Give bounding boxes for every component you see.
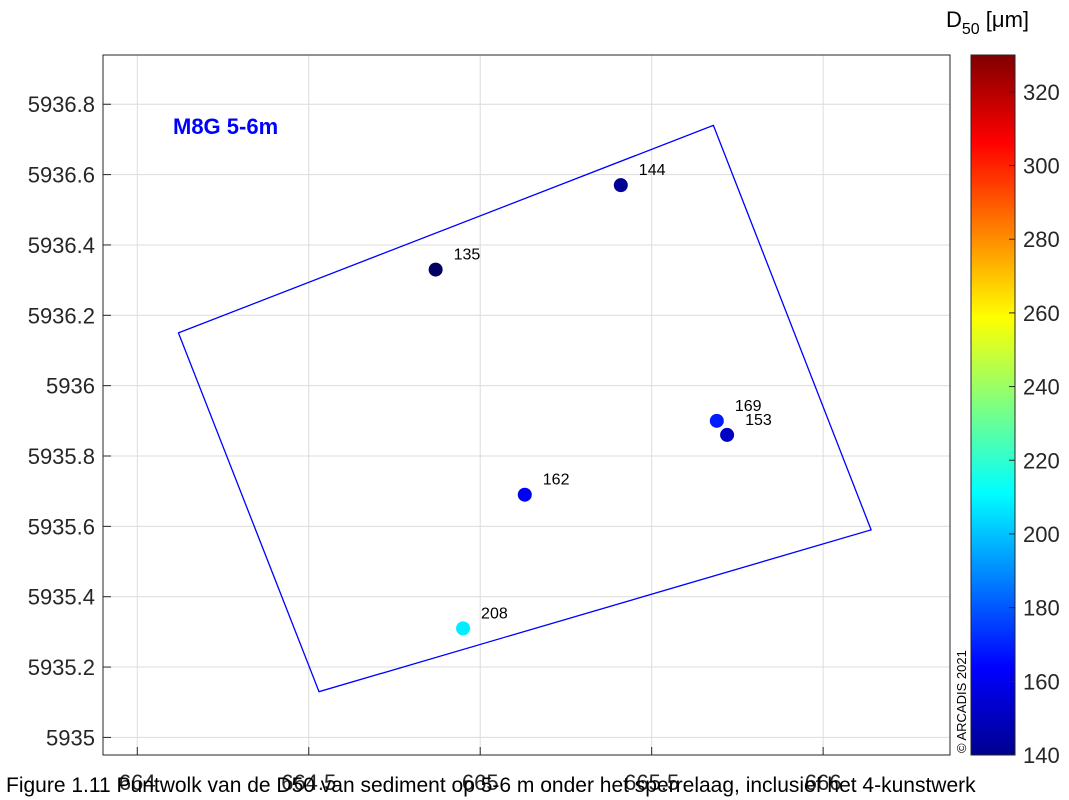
- colorbar-tick-label: 160: [1023, 669, 1060, 694]
- colorbar-label-main: D: [946, 7, 962, 32]
- data-point: [517, 487, 532, 502]
- colorbar-tick-label: 220: [1023, 448, 1060, 473]
- y-tick-label: 5935: [46, 725, 95, 750]
- plot-frame: [102, 54, 951, 756]
- y-tick-label: 5935.4: [28, 585, 95, 610]
- y-tick-label: 5936.2: [28, 303, 95, 328]
- colorbar-tick-label: 320: [1023, 80, 1060, 105]
- colorbar: [970, 54, 1016, 756]
- point-label: 135: [454, 247, 481, 264]
- data-point: [613, 178, 628, 193]
- x-tick-label: 665.5: [624, 770, 679, 795]
- colorbar-tick-label: 260: [1023, 301, 1060, 326]
- point-label: 169: [735, 398, 762, 415]
- data-point: [720, 427, 735, 442]
- y-tick-label: 5936: [46, 374, 95, 399]
- y-tick-label: 5936.6: [28, 163, 95, 188]
- colorbar-label-sub: 50: [962, 21, 980, 38]
- chart-title: M8G 5-6m: [173, 114, 278, 139]
- colorbar-tick-label: 240: [1023, 375, 1060, 400]
- colorbar-tick-label: 140: [1023, 743, 1060, 768]
- colorbar-tick-label: 280: [1023, 227, 1060, 252]
- area-polygon: [177, 124, 872, 693]
- colorbar-ticks: 140 160 180 200 220 240 260 280 300 320: [1009, 80, 1060, 768]
- colorbar-tick-label: 200: [1023, 522, 1060, 547]
- point-label: 162: [543, 472, 570, 489]
- x-tick-label: 664.5: [281, 770, 336, 795]
- figure-caption: Figure 1.11 Puntwolk van de D50 van sedi…: [6, 774, 976, 797]
- y-tick-label: 5936.8: [28, 92, 95, 117]
- data-point: [709, 413, 724, 428]
- y-tick-label: 5935.8: [28, 444, 95, 469]
- y-tick-label: 5936.4: [28, 233, 95, 258]
- x-tick-label: 664: [119, 770, 156, 795]
- y-axis-ticks: 5935 5935.2 5935.4 5935.6 5935.8 5936 5936.2 59…: [28, 92, 111, 750]
- colorbar-label: D50 [μm]: [946, 7, 1029, 38]
- colorbar-tick-label: 180: [1023, 596, 1060, 621]
- y-tick-label: 5935.6: [28, 514, 95, 539]
- y-tick-label: 5935.2: [28, 655, 95, 680]
- point-label: 153: [745, 412, 772, 429]
- colorbar-tick-label: 300: [1023, 154, 1060, 179]
- point-label: 208: [481, 605, 508, 622]
- colorbar-label-units: [μm]: [980, 7, 1029, 32]
- data-point: [456, 621, 471, 636]
- x-tick-label: 665: [462, 770, 499, 795]
- data-point: [428, 262, 443, 277]
- point-label: 144: [639, 162, 666, 179]
- copyright-text: © ARCADIS 2021: [954, 650, 969, 753]
- x-tick-label: 666: [805, 770, 842, 795]
- x-axis-ticks: 664 664.5 665 665.5 666: [119, 747, 842, 795]
